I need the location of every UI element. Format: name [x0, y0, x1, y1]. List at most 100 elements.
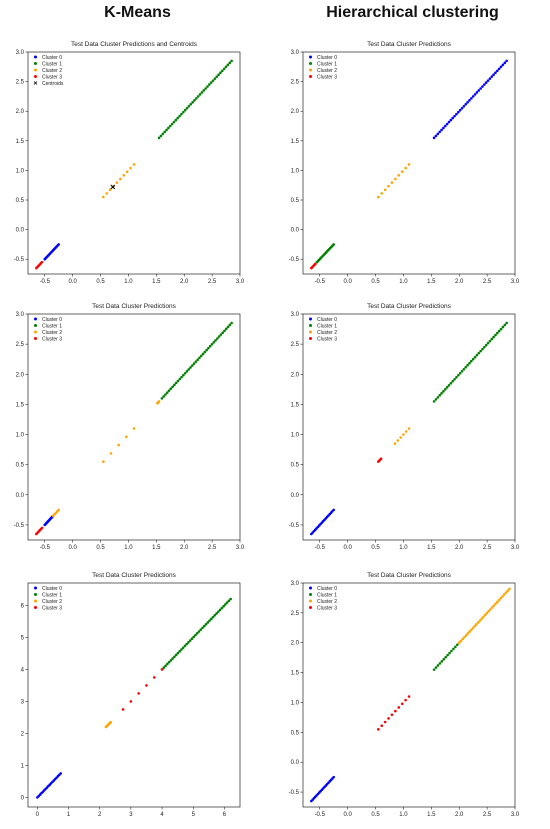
data-point	[201, 626, 204, 630]
data-point	[185, 106, 189, 110]
y-tick-label: 0.5	[16, 463, 25, 469]
y-tick-label: 2	[21, 731, 25, 737]
data-point	[479, 87, 482, 90]
data-point	[473, 624, 477, 628]
data-point	[183, 644, 187, 648]
x-tick-label: 0.0	[68, 545, 77, 551]
data-point	[466, 101, 469, 104]
data-point	[207, 346, 210, 350]
data-point	[167, 126, 170, 130]
data-point	[189, 366, 192, 369]
data-point	[499, 596, 503, 600]
x-tick-label: -0.5	[315, 812, 326, 818]
data-point	[170, 122, 174, 126]
data-point	[199, 354, 203, 358]
legend-marker	[34, 593, 37, 596]
legend-marker	[309, 586, 312, 590]
y-tick-label: 1.5	[16, 402, 25, 408]
chart-kmeans-1: Test Data Cluster Predictions and Centro…	[14, 41, 245, 285]
data-point	[215, 612, 218, 615]
y-tick-label: 2.5	[16, 80, 25, 86]
data-point	[448, 651, 451, 655]
data-point	[230, 59, 233, 63]
data-point	[203, 350, 207, 354]
x-tick-label: 3.0	[511, 545, 520, 551]
x-tick-label: 2.5	[208, 545, 217, 551]
legend-marker	[309, 68, 312, 72]
data-point	[449, 118, 453, 122]
y-tick-label: 1.0	[291, 168, 300, 174]
data-point	[494, 602, 497, 606]
data-point	[394, 177, 397, 181]
data-point	[229, 597, 232, 601]
data-point	[396, 439, 400, 442]
data-point	[189, 102, 193, 106]
data-point	[226, 63, 230, 67]
data-point	[468, 630, 471, 633]
data-point	[195, 631, 199, 635]
data-point	[176, 651, 180, 655]
data-point	[200, 91, 204, 94]
data-point	[449, 382, 453, 385]
data-point	[163, 130, 166, 134]
data-point	[486, 341, 490, 345]
data-point	[487, 609, 490, 613]
y-tick-label: 0.0	[291, 493, 300, 499]
data-point	[397, 706, 401, 709]
legend-marker	[309, 593, 312, 596]
legend-label: Cluster 1	[42, 593, 62, 599]
data-point	[332, 775, 335, 779]
y-tick-label: 2.5	[291, 611, 300, 617]
y-tick-label: 1.0	[16, 433, 25, 439]
data-point	[165, 128, 168, 132]
data-point	[453, 114, 456, 118]
plot-title: Test Data Cluster Predictions	[367, 303, 452, 310]
legend-marker	[34, 324, 37, 327]
hierarchical-column-title: Hierarchical clustering	[326, 4, 499, 21]
data-point	[178, 114, 181, 118]
data-point	[506, 589, 509, 593]
x-tick-label: 1.0	[124, 545, 133, 551]
data-point	[475, 622, 478, 626]
data-point	[173, 383, 176, 387]
y-tick-label: 3	[21, 699, 25, 705]
data-point	[208, 83, 211, 86]
data-point	[390, 713, 394, 717]
data-point	[162, 395, 165, 398]
x-tick-label: 0.0	[343, 545, 352, 551]
data-point	[492, 73, 495, 76]
data-point	[393, 442, 397, 445]
data-point	[387, 717, 390, 720]
y-tick-label: 1.0	[291, 700, 300, 706]
y-tick-label: 2.5	[291, 342, 300, 348]
x-tick-label: 0	[36, 812, 40, 818]
data-point	[504, 591, 508, 594]
data-point	[185, 642, 188, 646]
data-point	[486, 79, 490, 82]
y-tick-label: 2.0	[291, 372, 300, 378]
data-point	[462, 367, 466, 371]
data-point	[169, 387, 173, 391]
legend-label: Cluster 0	[317, 586, 337, 592]
data-point	[407, 695, 411, 698]
data-point	[109, 452, 113, 455]
data-point	[194, 97, 198, 100]
data-point	[501, 325, 505, 329]
y-tick-label: 3.0	[291, 50, 300, 56]
data-point	[499, 327, 503, 331]
data-point	[447, 384, 451, 387]
chart-kmeans-3: Test Data Cluster Predictions 0 1 2 3 4 5 6 0 1 2 3…	[21, 572, 241, 818]
legend-label: Cluster 1	[42, 324, 62, 330]
legend-marker	[34, 330, 37, 334]
data-point	[201, 352, 205, 356]
data-point	[211, 615, 215, 619]
data-point	[212, 341, 216, 344]
plot-frame	[27, 313, 241, 541]
x-tick-label: 2.0	[455, 812, 464, 818]
data-point	[407, 427, 411, 430]
data-point	[230, 321, 233, 325]
y-tick-label: -0.5	[289, 790, 300, 796]
legend-label: Cluster 2	[42, 68, 62, 74]
y-tick-label: 0.5	[16, 198, 25, 204]
data-point	[198, 356, 201, 360]
